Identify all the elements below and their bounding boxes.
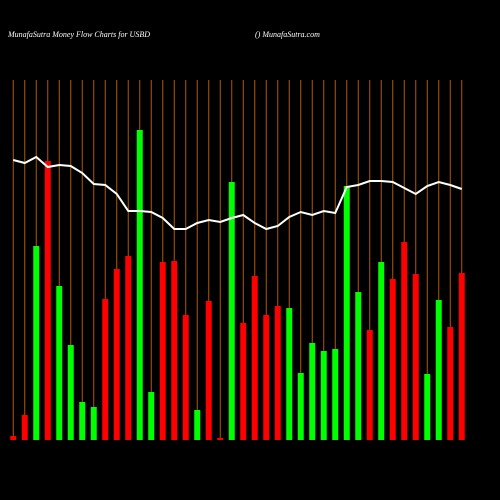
bar	[182, 315, 189, 440]
bar	[343, 186, 350, 440]
bar	[401, 242, 408, 440]
bar	[79, 402, 86, 440]
bar	[159, 262, 166, 440]
bar	[424, 374, 431, 440]
chart-subtitle: () MunafaSutra.com	[255, 30, 320, 39]
bar	[33, 246, 40, 440]
bar	[297, 373, 304, 440]
bar	[205, 301, 212, 440]
bar	[21, 415, 28, 440]
bar	[44, 161, 51, 440]
bar	[274, 306, 281, 440]
chart-title: MunafaSutra Money Flow Charts for USBD	[7, 30, 150, 39]
bar	[286, 308, 293, 440]
bar	[113, 269, 120, 440]
bar	[56, 286, 63, 440]
money-flow-line	[12, 155, 463, 231]
bar	[194, 410, 201, 440]
bar	[332, 349, 339, 440]
bar	[355, 292, 362, 440]
bar	[240, 323, 247, 440]
bar	[125, 256, 132, 440]
bar	[67, 345, 74, 440]
bar	[458, 273, 465, 440]
bar	[378, 262, 385, 440]
bar	[136, 130, 143, 440]
bar	[389, 279, 396, 440]
bar	[309, 343, 316, 440]
bar	[90, 407, 97, 440]
bar	[320, 351, 327, 440]
bar	[366, 330, 373, 440]
bar	[412, 274, 419, 440]
bar	[217, 438, 224, 440]
bar	[102, 299, 109, 440]
bar	[447, 327, 454, 440]
bar	[171, 261, 178, 440]
bar	[228, 182, 235, 440]
bar	[10, 436, 17, 440]
bar	[148, 392, 155, 440]
bar	[263, 315, 270, 440]
bar	[251, 276, 258, 440]
bar	[435, 300, 442, 440]
